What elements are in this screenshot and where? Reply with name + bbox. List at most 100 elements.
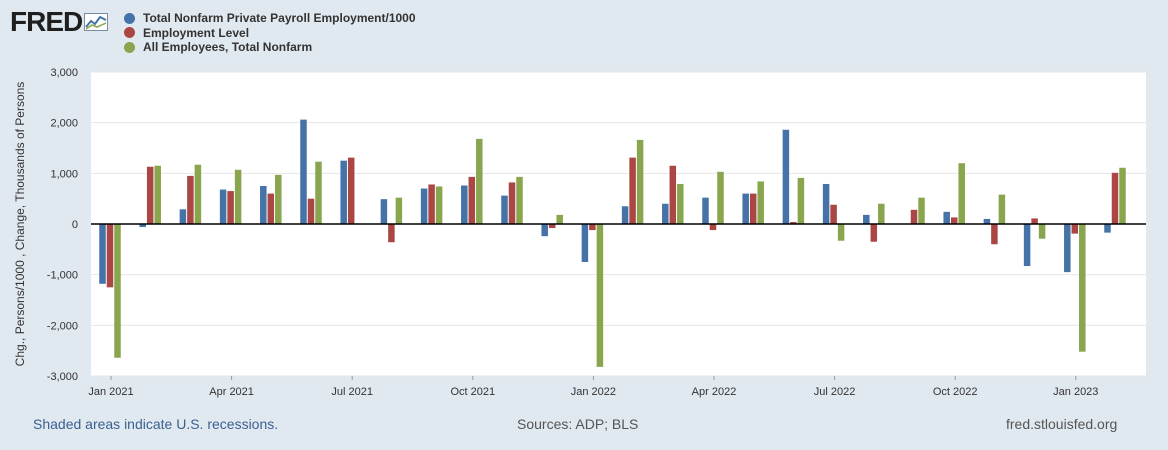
bar[interactable]	[950, 217, 958, 224]
bar[interactable]	[662, 203, 669, 224]
x-tick-label: Jul 2021	[331, 386, 373, 398]
bar[interactable]	[1071, 224, 1079, 234]
bar[interactable]	[702, 197, 709, 224]
y-axis-label: Chg., Persons/1000 , Change, Thousands o…	[13, 82, 27, 367]
bar[interactable]	[106, 224, 114, 288]
bar[interactable]	[910, 209, 918, 224]
bar[interactable]	[863, 214, 870, 224]
bar[interactable]	[742, 193, 749, 224]
bar[interactable]	[380, 199, 388, 224]
bar[interactable]	[669, 165, 677, 224]
bar[interactable]	[194, 164, 202, 224]
bar[interactable]	[340, 160, 347, 224]
bar[interactable]	[1111, 172, 1119, 224]
bar[interactable]	[830, 204, 837, 224]
bar[interactable]	[219, 189, 227, 224]
bar[interactable]	[99, 224, 106, 284]
bar-chart: -3,000 -2,000 -1,000 0 1,000 2,000 3,000 Jan 20…	[13, 67, 1146, 398]
bar[interactable]	[822, 183, 830, 224]
bar[interactable]	[596, 224, 604, 367]
bar[interactable]	[300, 119, 307, 224]
bar[interactable]	[508, 182, 516, 224]
bar[interactable]	[878, 203, 885, 224]
bar[interactable]	[315, 161, 322, 224]
bar[interactable]	[983, 218, 991, 224]
bar[interactable]	[501, 195, 508, 224]
bar[interactable]	[1023, 224, 1031, 267]
bar[interactable]	[1119, 167, 1126, 224]
bar[interactable]	[757, 181, 764, 224]
bar[interactable]	[837, 224, 845, 241]
bar[interactable]	[958, 163, 965, 224]
legend-item-private-payroll[interactable]: Total Nonfarm Private Payroll Employment…	[124, 11, 416, 26]
bar[interactable]	[516, 176, 523, 224]
bar[interactable]	[870, 224, 878, 242]
bar[interactable]	[476, 138, 483, 224]
bar[interactable]	[179, 209, 187, 224]
bar[interactable]	[420, 188, 428, 224]
y-tick-label: -2,000	[47, 320, 78, 332]
bar[interactable]	[1064, 224, 1071, 273]
y-tick-label: -3,000	[47, 371, 78, 383]
bar[interactable]	[146, 166, 154, 224]
bar[interactable]	[227, 191, 234, 224]
x-tick-label: Apr 2022	[692, 386, 737, 398]
y-tick-label: 0	[72, 219, 78, 231]
legend-dot-private-payroll	[124, 12, 135, 24]
bar[interactable]	[1038, 224, 1046, 239]
bar[interactable]	[556, 214, 563, 224]
recession-note: Shaded areas indicate U.S. recessions.	[33, 416, 279, 432]
bar[interactable]	[548, 224, 556, 229]
bar[interactable]	[749, 193, 757, 224]
bar[interactable]	[621, 206, 629, 224]
y-tick-label: 1,000	[50, 168, 78, 180]
legend-label-employment-level: Employment Level	[143, 25, 250, 40]
bar[interactable]	[275, 174, 282, 224]
bar[interactable]	[581, 224, 589, 262]
bar[interactable]	[677, 183, 684, 224]
bar[interactable]	[395, 197, 403, 224]
legend-item-employment-level[interactable]: Employment Level	[124, 26, 416, 41]
grid-lines	[91, 71, 1146, 377]
bar[interactable]	[307, 198, 315, 224]
y-tick-label: 3,000	[50, 67, 78, 79]
site-link[interactable]: fred.stlouisfed.org	[1006, 416, 1118, 432]
bar[interactable]	[541, 224, 548, 237]
fred-logo[interactable]: FRED	[10, 6, 109, 38]
bar[interactable]	[629, 157, 636, 224]
bar[interactable]	[234, 169, 242, 224]
bar[interactable]	[139, 224, 146, 228]
sources-note: Sources: ADP; BLS	[517, 416, 639, 432]
bar[interactable]	[114, 224, 121, 358]
legend-dot-employment-level	[124, 27, 135, 39]
x-tick-label: Jan 2021	[88, 386, 133, 398]
bar[interactable]	[1031, 218, 1038, 224]
y-tick-label: -1,000	[47, 270, 78, 282]
x-tick-label: Apr 2021	[209, 386, 254, 398]
bar[interactable]	[468, 176, 476, 224]
bar[interactable]	[347, 157, 355, 224]
bar[interactable]	[589, 224, 596, 231]
bar[interactable]	[267, 193, 275, 224]
legend-item-all-employees[interactable]: All Employees, Total Nonfarm	[124, 40, 416, 55]
bars	[99, 119, 1126, 367]
bar[interactable]	[461, 185, 468, 224]
bar[interactable]	[998, 194, 1006, 224]
bar[interactable]	[636, 139, 644, 224]
bar[interactable]	[388, 224, 395, 243]
bar[interactable]	[187, 175, 194, 224]
bar[interactable]	[1104, 224, 1111, 233]
bar[interactable]	[790, 221, 797, 224]
bar[interactable]	[991, 224, 998, 245]
bar[interactable]	[717, 171, 724, 224]
bar[interactable]	[260, 186, 267, 224]
bar[interactable]	[797, 177, 805, 224]
bar[interactable]	[154, 165, 161, 224]
bar[interactable]	[428, 184, 435, 224]
bar[interactable]	[782, 129, 790, 224]
bar[interactable]	[918, 197, 925, 224]
bar[interactable]	[943, 211, 950, 224]
bar[interactable]	[1079, 224, 1086, 352]
bar[interactable]	[435, 186, 443, 224]
bar[interactable]	[709, 224, 717, 231]
